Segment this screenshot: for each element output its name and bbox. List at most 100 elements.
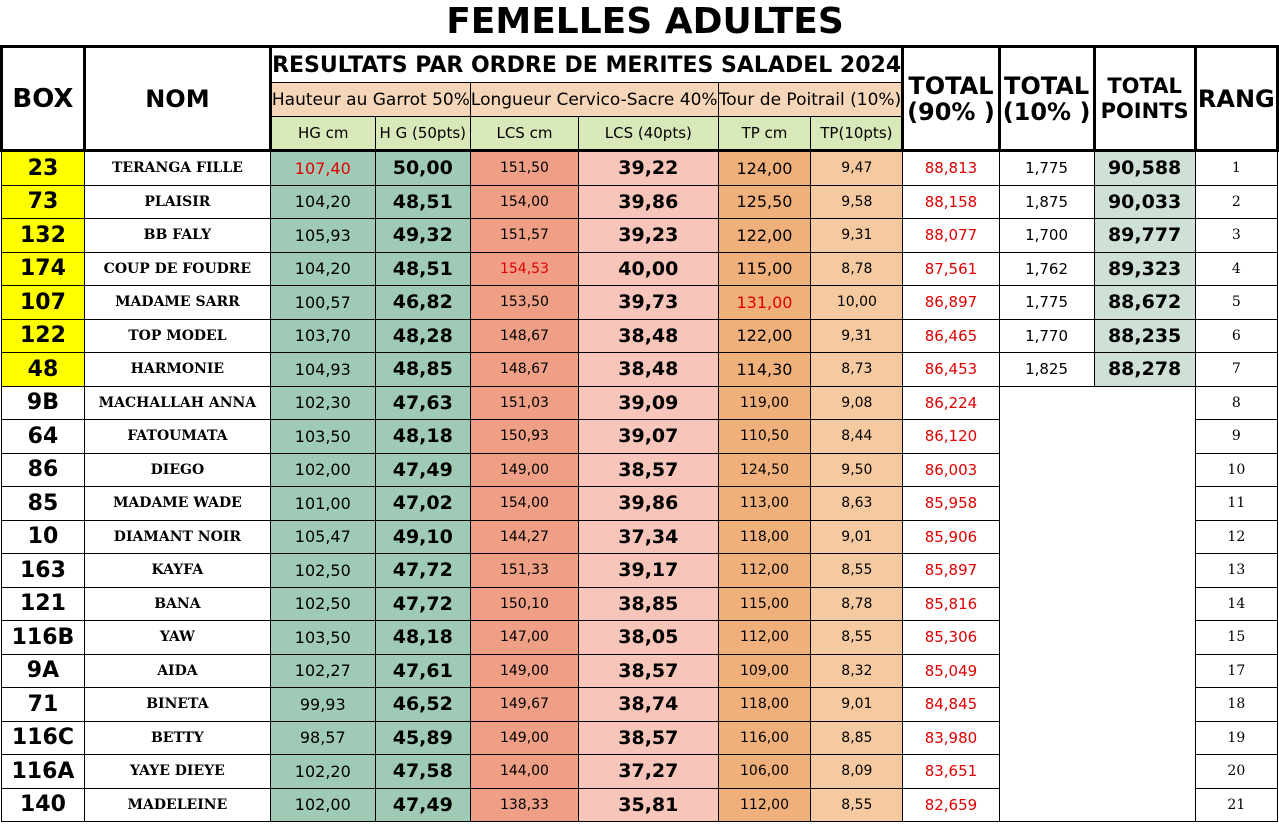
table-row: 85 MADAME WADE 101,00 47,02 154,00 39,86 113,0… — [1, 486, 1279, 521]
cell-tp-cm: 112,00 — [717, 620, 812, 655]
cell-total-90: 85,906 — [902, 519, 1000, 554]
cell-tp-cm: 124,50 — [717, 452, 812, 487]
table-row: 9B MACHALLAH ANNA 102,30 47,63 151,03 39,09 11… — [1, 385, 1279, 420]
cell-total-10-empty — [998, 788, 1095, 822]
cell-box: 163 — [1, 553, 85, 588]
cell-tp-cm: 112,00 — [717, 787, 812, 822]
cell-total-10: 1,700 — [998, 218, 1095, 253]
cell-total-90: 88,813 — [902, 150, 1000, 186]
table-row: 121 BANA 102,50 47,72 150,10 38,85 115,00 8,78 8… — [1, 586, 1279, 621]
cell-box: 116A — [1, 754, 85, 789]
cell-box: 64 — [1, 419, 85, 454]
table-row: 64 FATOUMATA 103,50 48,18 150,93 39,07 110,50 8… — [1, 419, 1279, 454]
cell-tp-cm: 118,00 — [717, 519, 812, 554]
cell-nom: BANA — [83, 586, 271, 621]
cell-total-points-empty — [1094, 687, 1196, 721]
cell-tp-cm: 114,30 — [717, 352, 812, 387]
cell-hg-cm: 102,00 — [269, 787, 376, 822]
cell-tp-cm: 124,00 — [717, 150, 812, 186]
cell-total-points: 88,235 — [1093, 318, 1196, 353]
table-row: 9A AIDA 102,27 47,61 149,00 38,57 109,00 8,32 85… — [1, 653, 1279, 688]
header-total-points-line2: POINTS — [1100, 98, 1189, 123]
cell-total-10-empty — [998, 654, 1095, 688]
cell-tp-pts: 8,55 — [810, 620, 904, 655]
cell-lcs-pts: 35,81 — [578, 787, 719, 822]
header-total-90: TOTAL (90% ) — [901, 45, 1001, 152]
cell-hg-cm: 102,27 — [269, 653, 376, 688]
cell-rang: 4 — [1194, 251, 1279, 286]
cell-hg-pts: 47,63 — [374, 385, 471, 420]
cell-tp-cm: 122,00 — [717, 218, 812, 253]
cell-rang: 12 — [1194, 519, 1279, 554]
cell-total-points-empty — [1094, 754, 1196, 788]
cell-lcs-cm: 148,67 — [469, 318, 580, 353]
cell-lcs-pts: 40,00 — [578, 251, 719, 286]
cell-hg-pts: 48,51 — [374, 251, 471, 286]
cell-tp-pts: 9,08 — [810, 385, 904, 420]
cell-tp-pts: 9,01 — [810, 519, 904, 554]
header-sub-lcs-cm: LCS cm — [469, 116, 580, 152]
cell-rang: 21 — [1194, 787, 1279, 822]
cell-lcs-pts: 38,57 — [578, 653, 719, 688]
cell-hg-cm: 102,50 — [269, 586, 376, 621]
table-row: 132 BB FALY 105,93 49,32 151,57 39,23 122,00 9,… — [1, 218, 1279, 253]
cell-hg-cm: 102,30 — [269, 385, 376, 420]
cell-box: 132 — [1, 218, 85, 253]
cell-lcs-cm: 149,00 — [469, 653, 580, 688]
cell-hg-cm: 103,50 — [269, 620, 376, 655]
header-total-90-line1: TOTAL — [908, 71, 994, 100]
cell-box: 85 — [1, 486, 85, 521]
table-row: 71 BINETA 99,93 46,52 149,67 38,74 118,00 9,01 8… — [1, 687, 1279, 722]
cell-total-10: 1,762 — [998, 251, 1095, 286]
cell-total-90: 83,980 — [902, 720, 1000, 755]
cell-lcs-pts: 38,85 — [578, 586, 719, 621]
table-row: 73 PLAISIR 104,20 48,51 154,00 39,86 125,50 9,5… — [1, 184, 1279, 219]
cell-total-10-empty — [998, 620, 1095, 654]
cell-box: 10 — [1, 519, 85, 554]
cell-lcs-pts: 39,09 — [578, 385, 719, 420]
cell-rang: 2 — [1194, 184, 1279, 219]
cell-box: 140 — [1, 787, 85, 822]
cell-total-10-empty — [998, 386, 1095, 420]
cell-lcs-pts: 38,57 — [578, 720, 719, 755]
cell-hg-pts: 46,52 — [374, 687, 471, 722]
cell-total-90: 83,651 — [902, 754, 1000, 789]
cell-total-90: 86,003 — [902, 452, 1000, 487]
cell-rang: 3 — [1194, 218, 1279, 253]
page-title: FEMELLES ADULTES — [446, 1, 844, 42]
cell-hg-cm: 100,57 — [269, 285, 376, 320]
cell-total-90: 85,306 — [902, 620, 1000, 655]
cell-total-90: 85,897 — [902, 553, 1000, 588]
cell-tp-pts: 9,47 — [810, 150, 904, 186]
cell-box: 23 — [1, 150, 85, 186]
cell-total-10-empty — [998, 419, 1095, 453]
cell-hg-cm: 102,20 — [269, 754, 376, 789]
cell-hg-pts: 48,85 — [374, 352, 471, 387]
cell-lcs-pts: 39,73 — [578, 285, 719, 320]
cell-total-10-empty — [998, 486, 1095, 520]
cell-rang: 17 — [1194, 653, 1279, 688]
cell-total-90: 85,816 — [902, 586, 1000, 621]
cell-total-90: 86,120 — [902, 419, 1000, 454]
cell-hg-pts: 45,89 — [374, 720, 471, 755]
cell-total-90: 86,453 — [902, 352, 1000, 387]
cell-rang: 5 — [1194, 285, 1279, 320]
cell-hg-cm: 105,47 — [269, 519, 376, 554]
cell-tp-cm: 115,00 — [717, 586, 812, 621]
cell-total-10: 1,875 — [998, 184, 1095, 219]
cell-box: 9B — [1, 385, 85, 420]
cell-hg-pts: 48,18 — [374, 419, 471, 454]
cell-hg-pts: 47,58 — [374, 754, 471, 789]
cell-total-10: 1,825 — [998, 352, 1095, 387]
cell-hg-cm: 104,20 — [269, 251, 376, 286]
cell-rang: 19 — [1194, 720, 1279, 755]
cell-total-10-empty — [998, 453, 1095, 487]
header-group-hg: Hauteur au Garrot 50% — [269, 82, 471, 117]
cell-box: 48 — [1, 352, 85, 387]
cell-tp-pts: 10,00 — [810, 285, 904, 320]
cell-hg-pts: 47,49 — [374, 452, 471, 487]
cell-tp-pts: 8,32 — [810, 653, 904, 688]
cell-nom: MADAME WADE — [83, 486, 271, 521]
header-total-points: TOTAL POINTS — [1092, 45, 1197, 152]
cell-tp-cm: 131,00 — [717, 285, 812, 320]
